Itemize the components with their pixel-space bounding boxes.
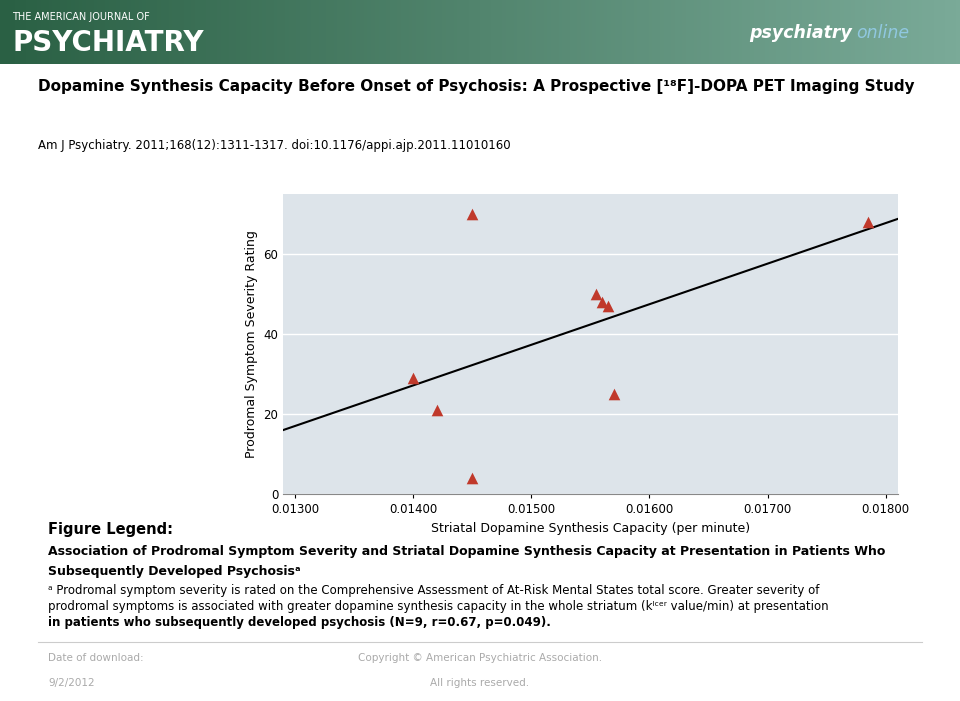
Text: prodromal symptoms is associated with greater dopamine synthesis capacity in the: prodromal symptoms is associated with gr… xyxy=(48,600,828,613)
Point xyxy=(860,217,876,228)
Text: 9/2/2012: 9/2/2012 xyxy=(48,678,95,688)
Point xyxy=(607,388,622,400)
X-axis label: Striatal Dopamine Synthesis Capacity (per minute): Striatal Dopamine Synthesis Capacity (pe… xyxy=(431,522,750,535)
Point xyxy=(405,373,420,384)
Text: Figure Legend:: Figure Legend: xyxy=(48,522,173,537)
Point xyxy=(588,289,604,300)
Point xyxy=(429,404,444,416)
Text: Date of download:: Date of download: xyxy=(48,653,144,663)
Y-axis label: Prodromal Symptom Severity Rating: Prodromal Symptom Severity Rating xyxy=(245,230,258,458)
Text: Association of Prodromal Symptom Severity and Striatal Dopamine Synthesis Capaci: Association of Prodromal Symptom Severit… xyxy=(48,545,885,558)
Text: Am J Psychiatry. 2011;168(12):1311-1317. doi:10.1176/appi.ajp.2011.11010160: Am J Psychiatry. 2011;168(12):1311-1317.… xyxy=(38,139,511,153)
Text: PSYCHIATRY: PSYCHIATRY xyxy=(12,29,204,57)
Text: online: online xyxy=(856,24,909,42)
Point xyxy=(465,472,480,484)
Text: All rights reserved.: All rights reserved. xyxy=(430,678,530,688)
Text: in patients who subsequently developed psychosis (N=9, r=0.67, p=0.049).: in patients who subsequently developed p… xyxy=(48,616,551,629)
Point xyxy=(594,297,610,308)
Text: Subsequently Developed Psychosisᵃ: Subsequently Developed Psychosisᵃ xyxy=(48,565,300,578)
Text: psychiatry: psychiatry xyxy=(749,24,852,42)
Text: ᵃ Prodromal symptom severity is rated on the Comprehensive Assessment of At-Risk: ᵃ Prodromal symptom severity is rated on… xyxy=(48,583,820,597)
Point xyxy=(600,301,615,312)
Point xyxy=(465,209,480,220)
Text: Copyright © American Psychiatric Association.: Copyright © American Psychiatric Associa… xyxy=(358,653,602,663)
Text: THE AMERICAN JOURNAL OF: THE AMERICAN JOURNAL OF xyxy=(12,12,150,22)
Text: Dopamine Synthesis Capacity Before Onset of Psychosis: A Prospective [¹⁸F]-DOPA : Dopamine Synthesis Capacity Before Onset… xyxy=(38,79,915,95)
